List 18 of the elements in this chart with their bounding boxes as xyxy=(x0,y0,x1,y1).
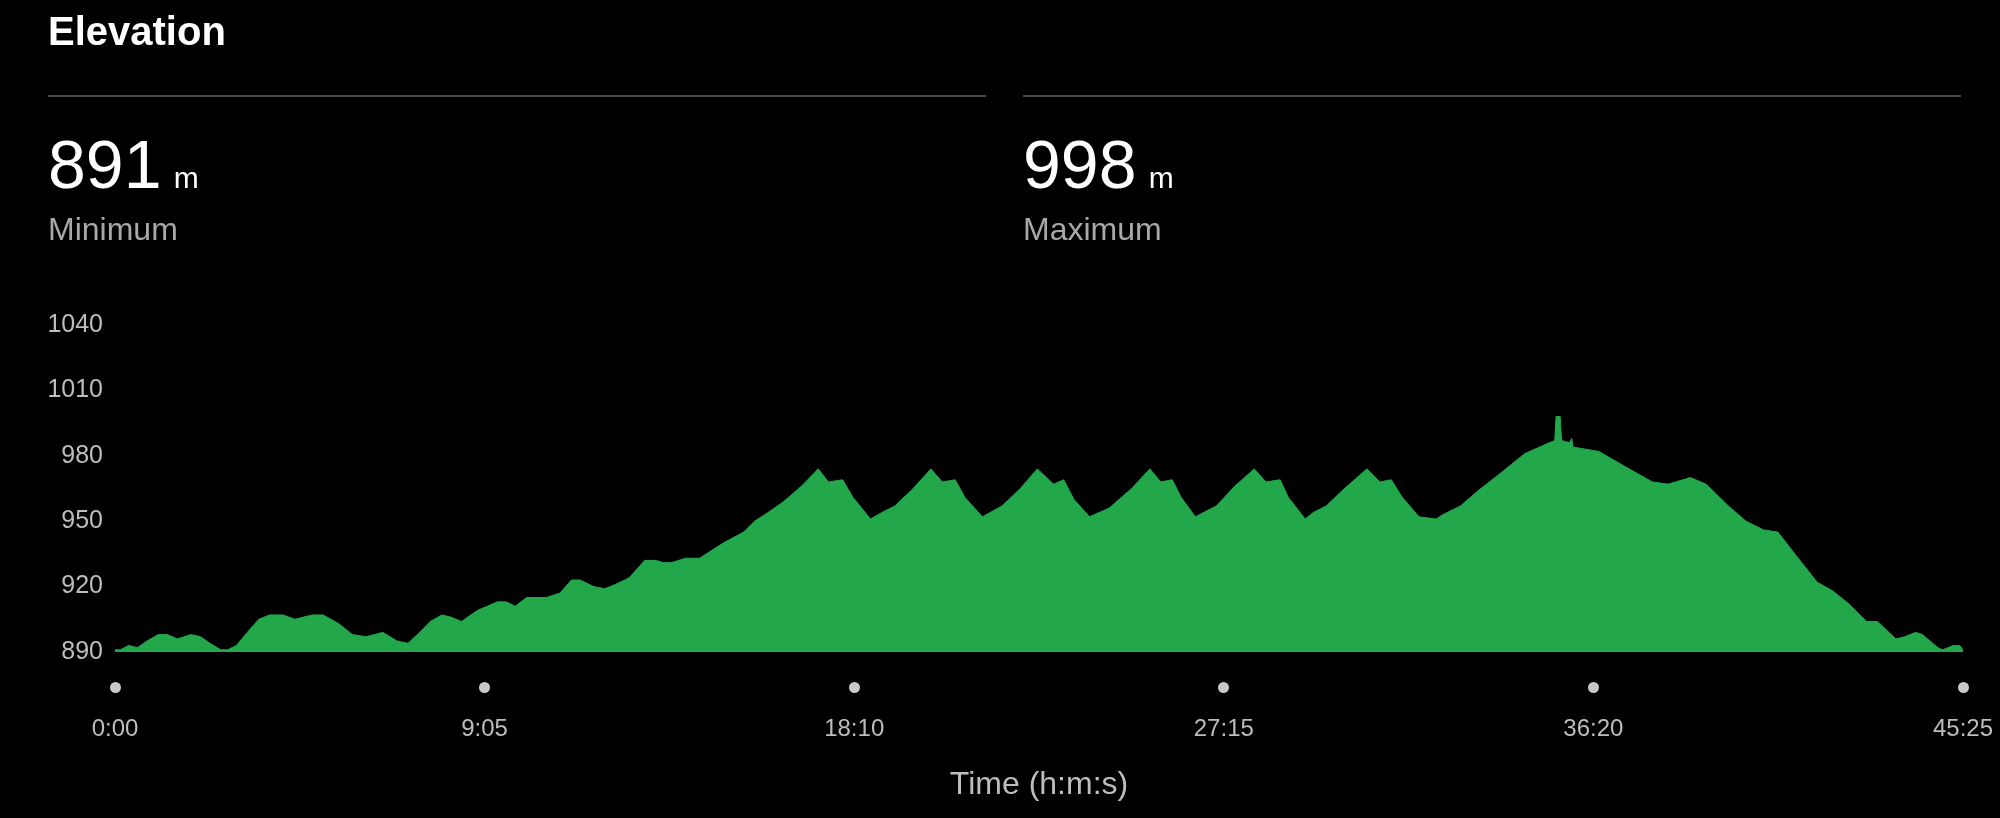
x-tick-label: 36:20 xyxy=(1563,714,1624,742)
text: 998 m xyxy=(1023,126,1174,202)
x-tick-label: 9:05 xyxy=(461,714,508,742)
x-tick-label: 0:00 xyxy=(91,714,139,742)
x-axis-title: Time (h:m:s) xyxy=(949,764,1129,801)
y-tick-label: 920 xyxy=(61,570,103,599)
y-tick-label: 980 xyxy=(61,439,103,468)
y-tick-label: 1040 xyxy=(47,308,103,337)
x-tick-label: 18:10 xyxy=(824,714,885,742)
y-tick-label: 890 xyxy=(61,635,103,664)
y-tick-label: 1010 xyxy=(47,374,103,403)
chart-title: Elevation xyxy=(48,9,226,53)
text: 891 m xyxy=(48,126,199,202)
x-tick-label: 45:25 xyxy=(1932,714,1994,742)
y-tick-label: 950 xyxy=(61,505,103,534)
x-tick-label: 27:15 xyxy=(1193,714,1254,742)
text: Maximum xyxy=(1023,211,1162,247)
text: Minimum xyxy=(48,211,178,247)
